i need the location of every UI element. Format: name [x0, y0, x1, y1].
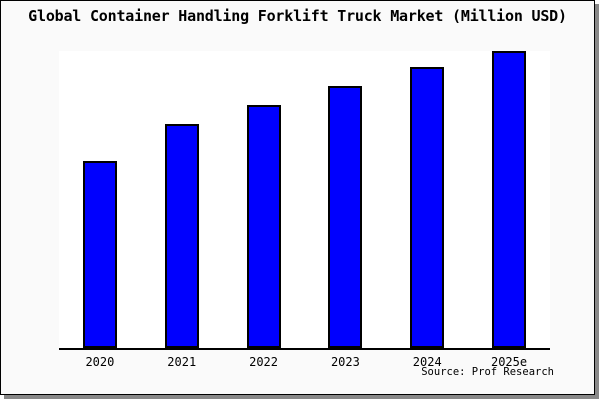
bar-column-2020 — [59, 51, 141, 348]
bar-2020 — [82, 160, 117, 348]
bar-2021 — [164, 123, 199, 348]
chart-figure: Global Container Handling Forklift Truck… — [0, 0, 595, 395]
source-note: Source: Prof Research — [421, 366, 554, 378]
bar-column-2023 — [304, 51, 386, 348]
bar-column-2021 — [141, 51, 223, 348]
bars-container — [59, 51, 550, 348]
plot-area — [59, 51, 550, 350]
x-tick-label-2020: 2020 — [85, 355, 115, 369]
x-tick-label-2022: 2022 — [249, 355, 279, 369]
x-axis-tick-row: 2020 2021 2022 2023 2024 2025e — [59, 355, 550, 369]
bar-2025e — [492, 51, 527, 348]
x-tick-label-2023: 2023 — [330, 355, 360, 369]
x-tick-label-2024: 2024 — [412, 355, 442, 369]
bar-column-2025e — [468, 51, 550, 348]
chart-title: Global Container Handling Forklift Truck… — [28, 7, 567, 25]
bar-2023 — [328, 85, 363, 348]
bar-2022 — [246, 105, 281, 348]
bar-column-2024 — [386, 51, 468, 348]
bar-column-2022 — [223, 51, 305, 348]
x-tick-label-2021: 2021 — [167, 355, 197, 369]
x-tick-label-2025e: 2025e — [490, 355, 528, 369]
bar-2024 — [410, 67, 445, 348]
